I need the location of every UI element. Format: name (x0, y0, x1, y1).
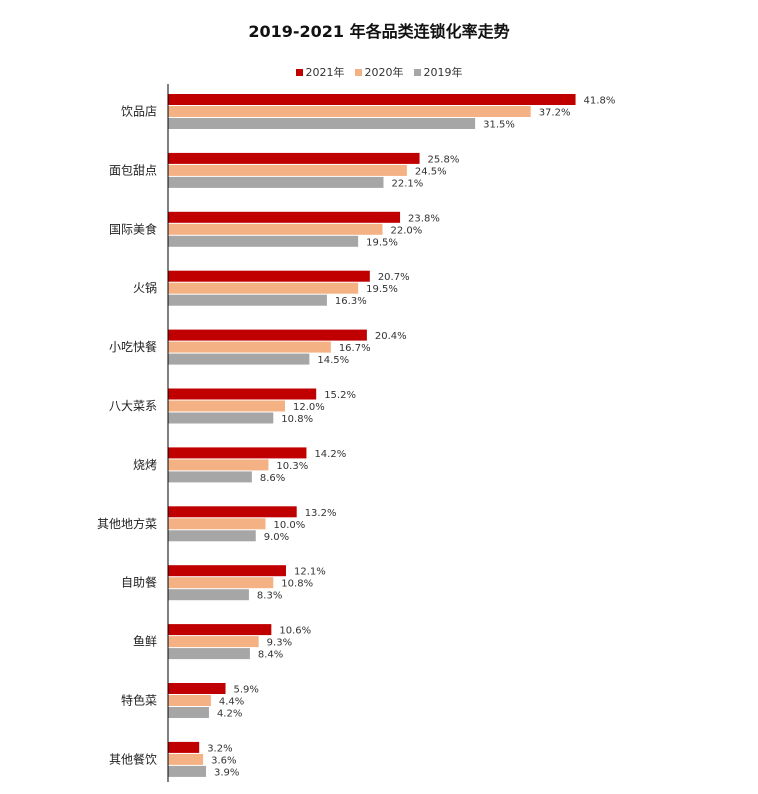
data-label: 20.7% (378, 272, 410, 283)
data-label: 31.5% (483, 120, 515, 131)
legend-item-2021: 2021年 (295, 64, 345, 80)
category-label: 其他地方菜 (97, 516, 157, 531)
bar (168, 400, 285, 412)
bar (168, 741, 200, 753)
data-label: 10.6% (279, 626, 311, 637)
bar (168, 565, 286, 577)
data-label: 9.3% (267, 638, 292, 649)
bar (168, 353, 310, 365)
bar (168, 118, 476, 129)
category-label: 烧烤 (133, 457, 157, 472)
bar (168, 683, 226, 694)
data-label: 23.8% (408, 213, 440, 224)
legend-label-2019: 2019年 (423, 66, 463, 79)
data-label: 4.4% (219, 697, 244, 708)
bar (168, 624, 272, 636)
data-label: 22.0% (391, 225, 423, 236)
bar (168, 459, 269, 471)
bar (168, 695, 211, 706)
data-label: 3.6% (211, 755, 236, 766)
data-label: 41.8% (584, 96, 616, 107)
bar (168, 223, 383, 235)
category-label: 八大菜系 (109, 399, 157, 413)
data-label: 24.5% (415, 166, 447, 177)
data-label: 4.2% (217, 709, 242, 720)
category-label: 自助餐 (121, 575, 157, 590)
category-label: 火锅 (133, 280, 157, 295)
bar (168, 577, 274, 589)
category-label: 饮品店 (121, 105, 157, 119)
bar (168, 412, 274, 424)
data-label: 19.5% (366, 237, 398, 248)
bar (168, 648, 250, 660)
bar (168, 282, 359, 294)
data-label: 20.4% (375, 331, 407, 342)
bar (168, 765, 207, 777)
data-label: 3.2% (207, 743, 232, 754)
bar (168, 329, 367, 341)
bar (168, 164, 407, 176)
bar (168, 530, 256, 542)
chart-title: 2019-2021 年各品类连锁化率走势 (248, 22, 510, 41)
bar (168, 636, 259, 648)
category-label: 国际美食 (109, 221, 157, 236)
data-label: 37.2% (539, 108, 571, 119)
data-label: 8.3% (257, 591, 282, 602)
data-label: 10.8% (281, 414, 313, 425)
data-label: 16.7% (339, 343, 371, 354)
bar (168, 270, 370, 282)
data-label: 8.4% (258, 650, 283, 661)
category-label: 其他餐饮 (109, 751, 157, 766)
bar (168, 388, 317, 400)
bar (168, 471, 252, 483)
data-label: 25.8% (428, 154, 460, 165)
legend-label-2021: 2021年 (305, 66, 345, 79)
category-label: 小吃快餐 (109, 339, 157, 354)
legend-swatch-2020 (354, 68, 362, 76)
data-label: 10.8% (281, 579, 313, 590)
legend-item-2020: 2020年 (354, 64, 404, 80)
category-label: 面包甜点 (109, 163, 157, 177)
data-label: 10.3% (276, 461, 308, 472)
category-label: 特色菜 (121, 693, 157, 708)
bar (168, 506, 297, 518)
bar (168, 94, 576, 105)
data-label: 8.6% (260, 473, 285, 484)
legend-label-2020: 2020年 (364, 66, 404, 79)
data-label: 10.0% (274, 520, 306, 531)
bar (168, 589, 249, 601)
data-label: 13.2% (305, 508, 337, 519)
bar (168, 211, 401, 223)
bar (168, 518, 266, 530)
legend-item-2019: 2019年 (413, 64, 463, 80)
bar (168, 294, 327, 306)
data-label: 14.5% (317, 355, 349, 366)
category-label: 鱼鲜 (133, 635, 157, 649)
data-label: 14.2% (314, 449, 346, 460)
data-label: 3.9% (214, 767, 239, 778)
bar (168, 447, 307, 459)
bar (168, 176, 384, 188)
bar (168, 152, 420, 164)
data-label: 19.5% (366, 284, 398, 295)
data-label: 9.0% (264, 532, 289, 543)
data-label: 12.0% (293, 402, 325, 413)
bar (168, 707, 209, 718)
data-label: 5.9% (234, 685, 259, 696)
legend-swatch-2021 (295, 68, 303, 76)
data-label: 12.1% (294, 567, 326, 578)
bar (168, 753, 204, 765)
data-label: 15.2% (324, 390, 356, 401)
bar (168, 106, 531, 117)
bar (168, 235, 359, 247)
legend-swatch-2019 (413, 68, 421, 76)
data-label: 16.3% (335, 296, 367, 307)
data-label: 22.1% (391, 178, 423, 189)
bar (168, 341, 331, 353)
legend: 2021年 2020年 2019年 (0, 64, 758, 80)
